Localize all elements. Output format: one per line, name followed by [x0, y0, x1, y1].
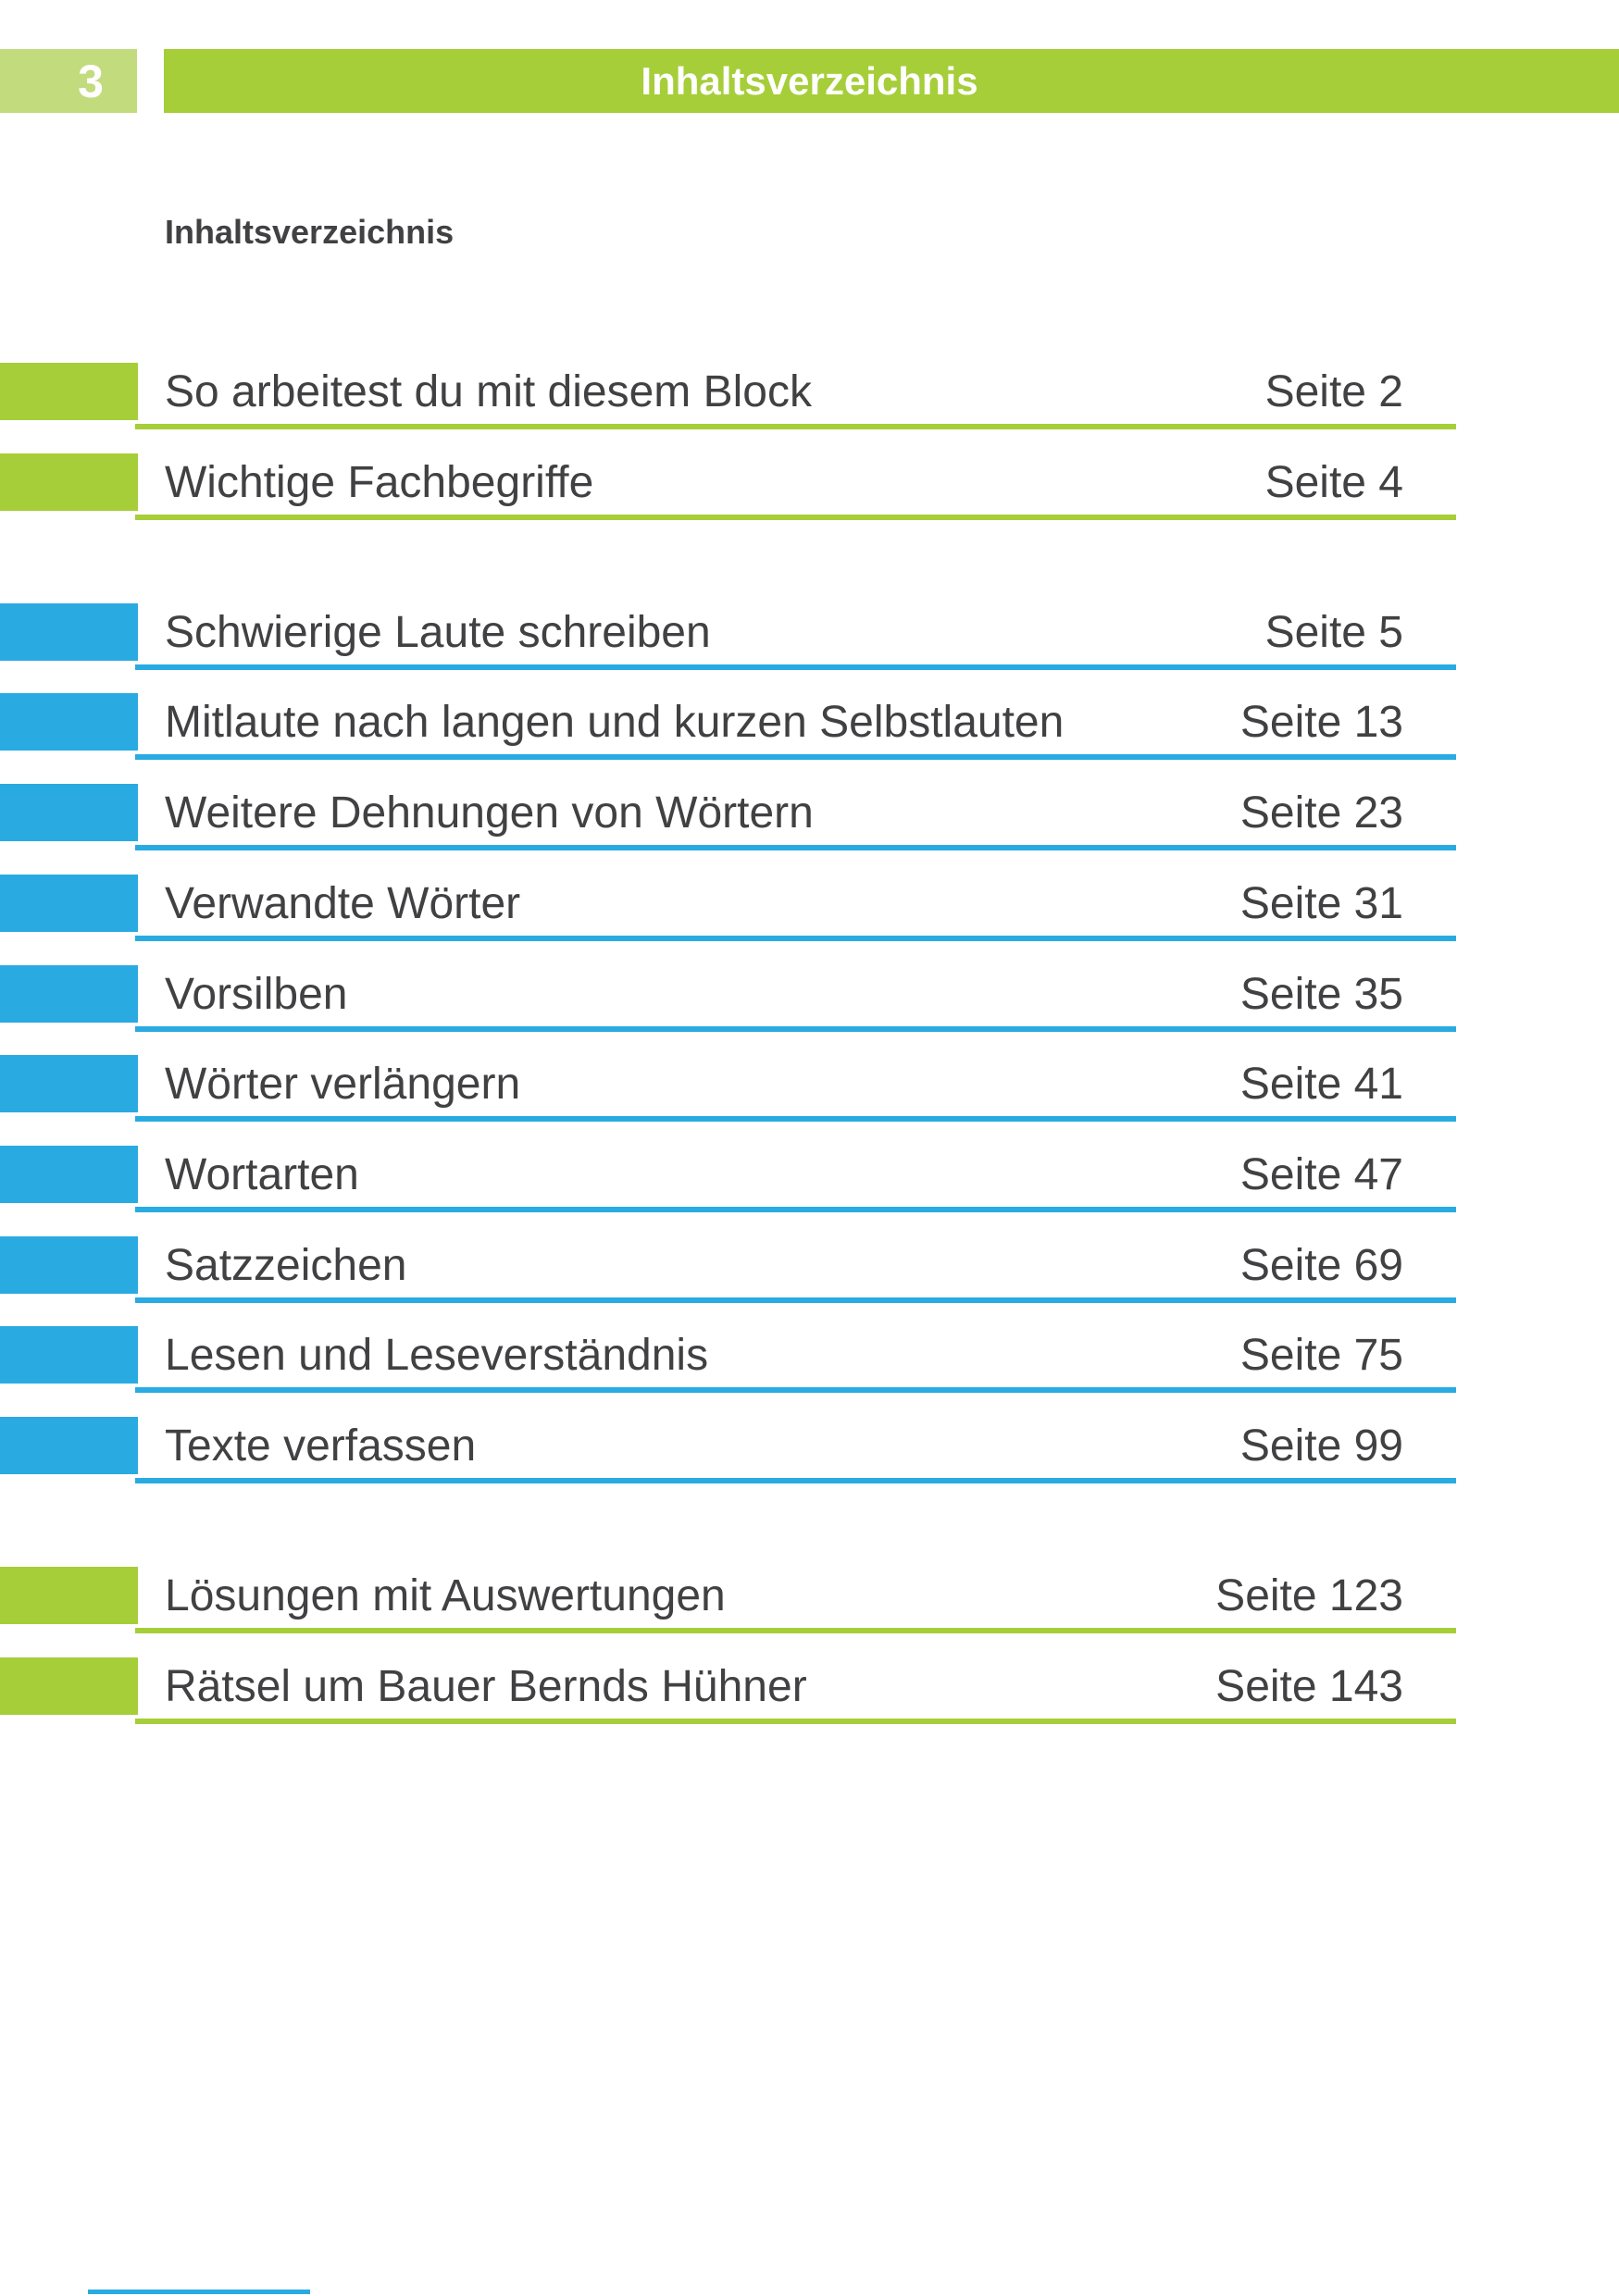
toc-row-color-block [0, 1236, 138, 1294]
toc-row-color-block [0, 784, 138, 841]
toc-row-title: Verwandte Wörter [165, 878, 521, 928]
toc-row: Wichtige Fachbegriffe Seite 4 [0, 453, 1619, 522]
toc-row: Verwandte Wörter Seite 31 [0, 875, 1619, 943]
toc-row-color-block [0, 875, 138, 932]
toc-row-underline [135, 1628, 1456, 1633]
toc-row: Wörter verlängern Seite 41 [0, 1055, 1619, 1123]
toc-row-title: Weitere Dehnungen von Wörtern [165, 788, 814, 838]
header-bar [164, 49, 1619, 113]
toc-row: Schwierige Laute schreiben Seite 5 [0, 603, 1619, 672]
toc-row-page: Seite 123 [1215, 1570, 1403, 1620]
toc-row-title: Mitlaute nach langen und kurzen Selbstla… [165, 697, 1065, 747]
toc-row-color-block [0, 603, 138, 661]
toc-row-page: Seite 35 [1239, 969, 1403, 1019]
toc-row-page: Seite 143 [1215, 1661, 1403, 1711]
toc-row: Rätsel um Bauer Bernds Hühner Seite 143 [0, 1657, 1619, 1726]
toc-row-title: Lösungen mit Auswertungen [165, 1570, 726, 1620]
toc-row-color-block [0, 1657, 138, 1715]
toc-row-page: Seite 47 [1239, 1149, 1403, 1199]
toc-row-color-block [0, 1417, 138, 1474]
toc-row: Satzzeichen Seite 69 [0, 1236, 1619, 1305]
toc-row-underline [135, 664, 1456, 670]
toc-row-underline [135, 1026, 1456, 1032]
toc-row: Lösungen mit Auswertungen Seite 123 [0, 1567, 1619, 1635]
toc-row: Lesen und Leseverständnis Seite 75 [0, 1326, 1619, 1395]
toc-row-underline [135, 1478, 1456, 1483]
toc-row-underline [135, 1387, 1456, 1393]
toc-row-underline [135, 1116, 1456, 1122]
toc-row-title: Rätsel um Bauer Bernds Hühner [165, 1661, 807, 1711]
toc-row-title: Schwierige Laute schreiben [165, 607, 711, 657]
toc-row-page: Seite 99 [1239, 1421, 1403, 1471]
toc-row-title: Wörter verlängern [165, 1059, 521, 1109]
toc-row-page: Seite 75 [1239, 1330, 1403, 1380]
toc-heading: Inhaltsverzeichnis [165, 213, 455, 251]
toc-row-underline [135, 1297, 1456, 1303]
toc-row-color-block [0, 1146, 138, 1203]
toc-row-title: Vorsilben [165, 969, 348, 1019]
toc-row-title: Texte verfassen [165, 1421, 477, 1471]
toc-row: Vorsilben Seite 35 [0, 965, 1619, 1034]
toc-row-page: Seite 69 [1239, 1240, 1403, 1290]
toc-row-title: Wichtige Fachbegriffe [165, 457, 594, 507]
toc-row-page: Seite 4 [1264, 457, 1403, 507]
toc-row-underline [135, 936, 1456, 941]
page-number-box: 3 [0, 49, 137, 113]
toc-row-title: Wortarten [165, 1149, 359, 1199]
toc-row-underline [135, 845, 1456, 850]
toc-row-page: Seite 2 [1264, 366, 1403, 416]
page-number: 3 [78, 55, 104, 107]
toc-row-page: Seite 5 [1264, 607, 1403, 657]
toc-row-color-block [0, 363, 138, 420]
toc-row-color-block [0, 453, 138, 511]
toc-row-title: Lesen und Leseverständnis [165, 1330, 709, 1380]
toc-row-underline [135, 1719, 1456, 1724]
toc-row-page: Seite 31 [1239, 878, 1403, 928]
toc-row-title: Satzzeichen [165, 1240, 407, 1290]
toc-row: Mitlaute nach langen und kurzen Selbstla… [0, 693, 1619, 762]
toc-row-color-block [0, 1326, 138, 1384]
toc-row-color-block [0, 1055, 138, 1112]
toc-row-underline [135, 424, 1456, 429]
toc-row-page: Seite 23 [1239, 788, 1403, 838]
toc-row: Wortarten Seite 47 [0, 1146, 1619, 1214]
toc-row-color-block [0, 1567, 138, 1624]
toc-row-underline [135, 754, 1456, 760]
toc-row-page: Seite 13 [1239, 697, 1403, 747]
toc-row: Texte verfassen Seite 99 [0, 1417, 1619, 1485]
bottom-edge-line [88, 2290, 310, 2294]
toc-row-title: So arbeitest du mit diesem Block [165, 366, 812, 416]
toc-row: Weitere Dehnungen von Wörtern Seite 23 [0, 784, 1619, 852]
toc-row-color-block [0, 965, 138, 1023]
toc-row-underline [135, 515, 1456, 520]
toc-row-page: Seite 41 [1239, 1059, 1403, 1109]
toc-row: So arbeitest du mit diesem Block Seite 2 [0, 363, 1619, 431]
toc-row-color-block [0, 693, 138, 751]
toc-row-underline [135, 1207, 1456, 1212]
